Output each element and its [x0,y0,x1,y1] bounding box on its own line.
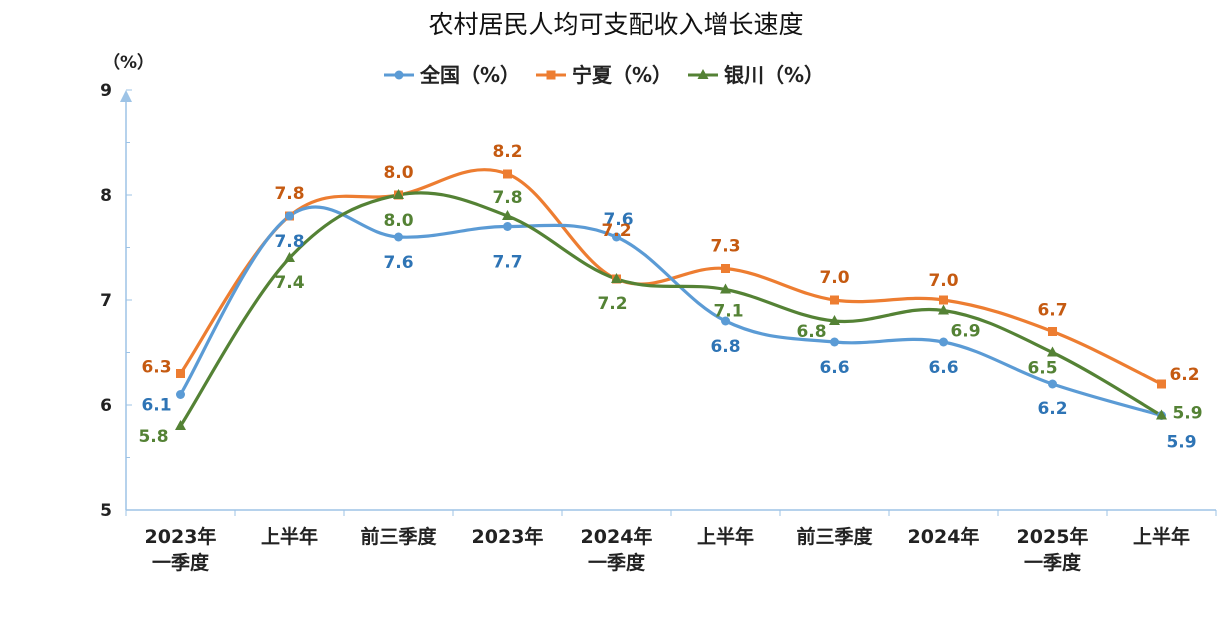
data-label: 6.1 [141,396,171,416]
x-tick-label: 前三季度 [360,525,437,548]
data-point-circle [612,232,621,242]
y-tick-label: 7 [100,291,112,311]
x-tick-label: 2024年 [581,525,653,548]
data-label: 7.1 [713,302,743,322]
data-label: 7.0 [928,271,958,291]
data-label: 6.8 [710,337,740,357]
x-tick-label: 2023年 [145,525,217,548]
legend-item: 宁夏（%） [536,63,672,87]
data-point-circle [503,222,512,231]
data-label: 8.2 [492,142,522,162]
data-point-square [1048,327,1057,336]
legend-label: 全国（%） [419,63,520,87]
y-tick-label: 8 [100,186,112,206]
data-point-triangle [502,210,513,220]
data-point-triangle [1047,346,1058,357]
data-label: 8.0 [383,163,413,183]
x-tick-label: 上半年 [697,525,754,548]
x-tick-label: 上半年 [261,525,318,548]
data-label: 7.6 [603,210,633,230]
x-tick-label: 2024年 [908,525,980,548]
legend: 全国（%） 宁夏（%） 银川（%） [384,63,824,87]
data-label: 7.7 [492,253,522,273]
y-tick-label: 6 [100,396,112,416]
data-point-circle [394,70,404,80]
data-label: 7.8 [274,184,304,204]
data-point-square [1157,379,1166,389]
x-tick-label: 上半年 [1133,525,1190,548]
data-point-square [721,264,730,273]
data-point-circle [830,337,839,347]
data-label: 6.7 [1037,301,1067,321]
data-point-triangle [697,69,709,79]
data-point-circle [285,211,294,221]
data-label: 7.2 [597,294,627,314]
x-tick-label: 2023年 [472,525,544,548]
data-point-square [939,295,948,305]
data-label: 6.2 [1037,399,1067,419]
series-line [178,205,1164,418]
data-point-circle [721,316,730,326]
data-point-square [176,369,185,378]
data-point-triangle [938,304,949,315]
x-tick-label: 前三季度 [796,525,873,548]
data-point-triangle [175,420,186,430]
x-tick-label: 一季度 [152,551,210,574]
data-point-triangle [611,273,622,283]
data-point-triangle [720,283,731,294]
data-label: 8.0 [383,211,413,231]
data-label: 7.3 [710,237,740,257]
data-label: 6.8 [796,322,826,342]
data-point-circle [176,390,185,399]
data-label: 6.6 [819,358,849,378]
axes [120,89,1217,516]
data-label: 5.8 [138,427,168,447]
data-point-triangle [284,252,295,262]
data-label: 7.8 [274,232,304,252]
data-point-triangle [1156,409,1167,420]
data-point-circle [1048,379,1057,389]
data-label: 6.5 [1027,359,1057,379]
data-point-circle [939,337,948,347]
data-point-square [503,169,512,179]
plot-area: 6.1 7.8 7.6 7.7 7.6 6.8 6.6 6.6 6.2 5.9 6.3 7.8 8.0 8… [138,142,1202,453]
x-tick-label: 2025年 [1017,525,1089,548]
chart-title: 农村居民人均可支配收入增长速度 [428,10,803,39]
data-point-triangle [829,315,840,325]
data-label: 6.2 [1169,365,1199,385]
x-tick-label: 一季度 [1024,551,1082,574]
y-axis-unit: （%） [103,52,154,73]
data-point-triangle [393,189,404,199]
y-axis-ticks: 5 6 7 8 9 [100,81,112,521]
data-label: 7.2 [601,221,631,241]
data-label: 6.3 [141,358,171,378]
data-point-square [546,70,556,80]
data-label: 7.0 [819,268,849,288]
x-tick-label: 一季度 [588,551,646,574]
y-axis-arrow [120,90,132,102]
data-point-circle [394,232,403,242]
y-tick-label: 5 [100,501,112,521]
legend-item: 全国（%） [384,63,520,87]
legend-item: 银川（%） [688,63,824,87]
data-label: 6.9 [950,322,980,342]
data-label: 7.8 [492,188,522,208]
legend-label: 银川（%） [724,63,824,87]
y-tick-label: 9 [100,81,112,101]
data-point-square [830,295,839,305]
legend-label: 宁夏（%） [572,63,672,87]
data-label: 5.9 [1166,433,1196,453]
data-label: 6.6 [928,358,958,378]
data-label: 7.4 [274,273,304,293]
data-label: 7.6 [383,253,413,273]
series-line [178,191,1164,428]
data-label: 5.9 [1172,404,1202,424]
